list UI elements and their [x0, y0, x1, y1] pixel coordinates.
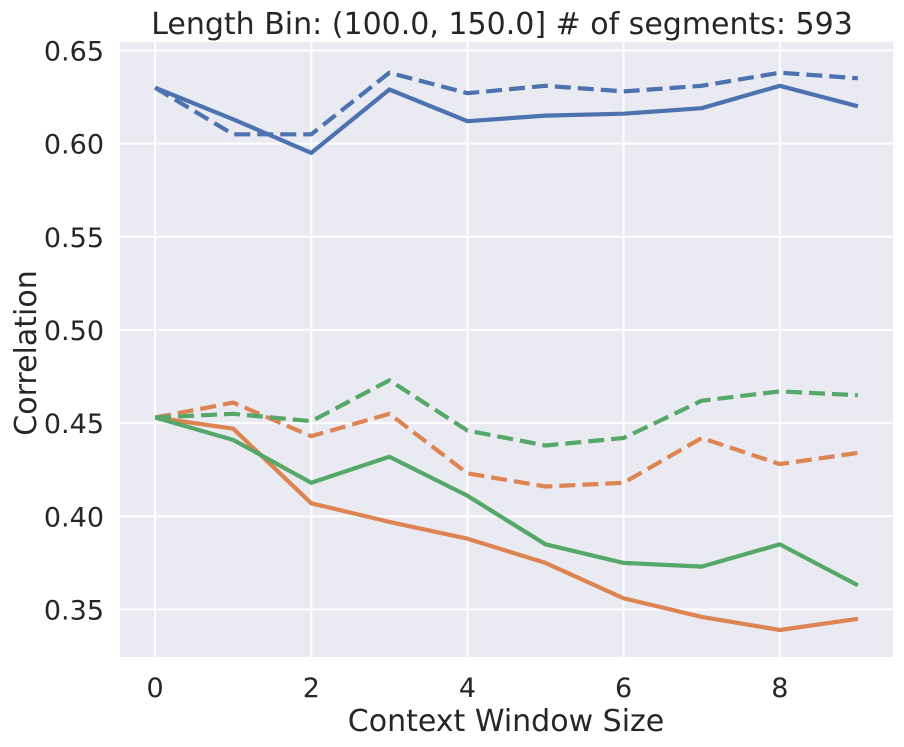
y-tick-label: 0.55: [44, 223, 104, 254]
y-tick-label: 0.60: [44, 130, 104, 161]
series-line-5-solid: [154, 415, 859, 588]
y-tick-label: 0.35: [44, 595, 104, 626]
x-tick-label: 0: [147, 673, 164, 704]
y-tick-label: 0.65: [44, 36, 104, 67]
x-axis-title: Context Window Size: [348, 704, 664, 739]
y-tick-label: 0.40: [44, 502, 104, 533]
y-tick-label: 0.45: [44, 409, 104, 440]
x-tick-labels: 0 2 4 6 8: [147, 673, 789, 704]
x-tick-label: 8: [771, 673, 788, 704]
series-line-2-dashed: [154, 70, 859, 137]
x-tick-label: 4: [459, 673, 476, 704]
x-tick-label: 2: [303, 673, 320, 704]
series-lines: [154, 70, 859, 633]
x-tick-label: 6: [615, 673, 632, 704]
y-tick-label: 0.50: [44, 316, 104, 347]
grid-lines: [120, 42, 893, 657]
y-tick-labels: 0.35 0.40 0.45 0.50 0.55 0.60 0.65: [44, 36, 104, 626]
y-axis-title: Correlation: [9, 270, 44, 435]
series-line-6-dashed: [155, 378, 859, 448]
chart-title: Length Bin: (100.0, 150.0] # of segments…: [151, 7, 853, 42]
series-line-3-solid: [154, 415, 859, 633]
